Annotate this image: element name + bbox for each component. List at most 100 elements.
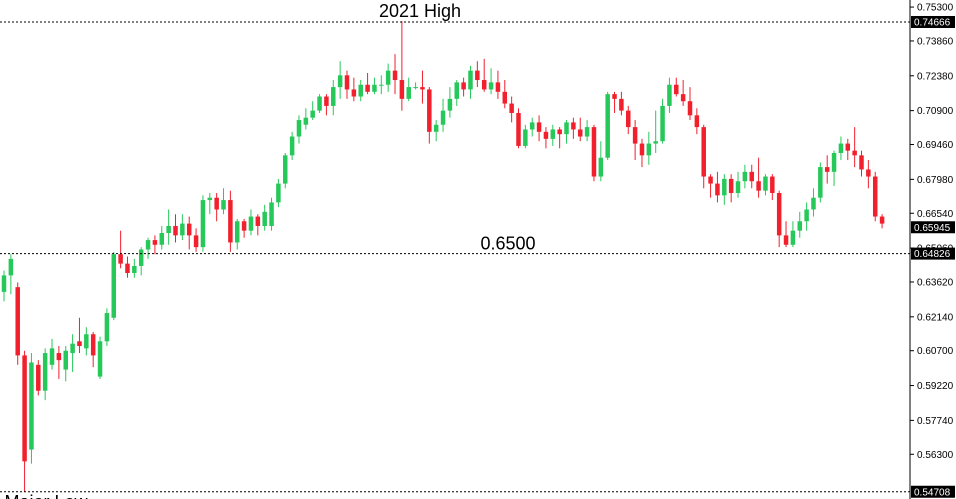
candle [262,204,267,231]
candle [351,77,357,102]
candle [276,178,281,208]
candle [824,155,830,184]
candle-body [859,155,864,170]
candle-body [509,103,514,113]
candle-body [365,84,370,92]
candle [193,228,199,252]
candle-body [770,176,775,194]
candle-body [56,353,62,361]
candle [159,225,165,250]
candle-body [831,152,837,172]
y-tick-label: 0.75300 [917,3,954,14]
candle [392,54,398,95]
candle [715,171,720,203]
candle-body [543,131,549,139]
candle-body [481,80,487,90]
candle-body [447,98,453,111]
candle [317,94,322,113]
candle [97,336,103,379]
candle-body [420,87,425,90]
candle [420,70,425,104]
candle [29,353,34,464]
candle-body [118,254,123,264]
candle [646,131,652,165]
candle [337,61,343,99]
candle [749,164,754,189]
candle-body [701,127,706,177]
candle [619,91,624,116]
y-tick-label: 0.59220 [917,381,954,392]
candle-body [221,200,226,210]
candle-body [468,70,473,90]
candle [509,96,514,123]
candle [454,80,460,106]
candle [255,214,261,236]
candle [879,214,885,229]
candle [447,87,453,118]
candle-body [872,176,878,217]
candle [632,120,638,161]
candle-body [324,96,329,106]
candle [228,190,233,252]
candle-body [735,181,741,194]
candle-body [310,110,315,118]
candle [173,214,178,243]
candle [49,338,55,370]
candle-body [200,200,206,248]
candle-body [234,221,240,243]
candle-body [591,127,597,177]
candle-body [584,127,590,137]
candle [564,120,569,144]
candle [104,308,110,347]
candle [427,87,432,144]
candle-body [344,75,350,90]
candle [358,80,363,102]
candle [331,80,336,116]
candle-body [433,124,439,132]
candle [214,193,219,222]
candle [56,346,62,379]
level-value-marker-box [911,247,955,260]
candle-body [536,122,542,132]
level-annotation: 2021 High [379,1,461,21]
candle-body [358,84,363,97]
candle-body [138,249,144,266]
candle-body [42,353,48,391]
candle-body [84,334,89,349]
candle-body [49,348,55,365]
candle [132,258,137,278]
candle-body [63,350,68,370]
candle-body [852,150,857,156]
candle [502,80,508,109]
candle [365,72,370,95]
candle [461,77,466,97]
candle-body [708,176,713,184]
candle [310,101,315,121]
candle [15,282,20,365]
level-value-marker-label: 0.74666 [914,17,951,28]
candle [70,334,75,372]
candle [756,157,761,198]
candle [248,209,254,236]
candle [385,63,391,92]
level-value-marker-box [911,485,955,498]
candle-body [385,70,391,85]
level-annotation: Major Low [4,492,88,499]
candle [550,124,556,146]
candle [591,124,597,182]
candle [811,188,816,217]
candle [1,270,7,302]
candle-body [776,193,782,236]
candle [234,218,240,250]
candle [406,77,411,102]
candle-body [667,84,672,106]
candle-body [529,122,535,130]
y-tick-label: 0.69460 [917,140,954,151]
candle [660,98,665,144]
level-value-marker-label: 0.54708 [914,487,951,498]
candle-body [303,117,309,125]
candle-body [516,112,521,146]
candle-body [248,216,254,231]
candle-body [495,82,501,92]
candle-body [8,258,14,276]
